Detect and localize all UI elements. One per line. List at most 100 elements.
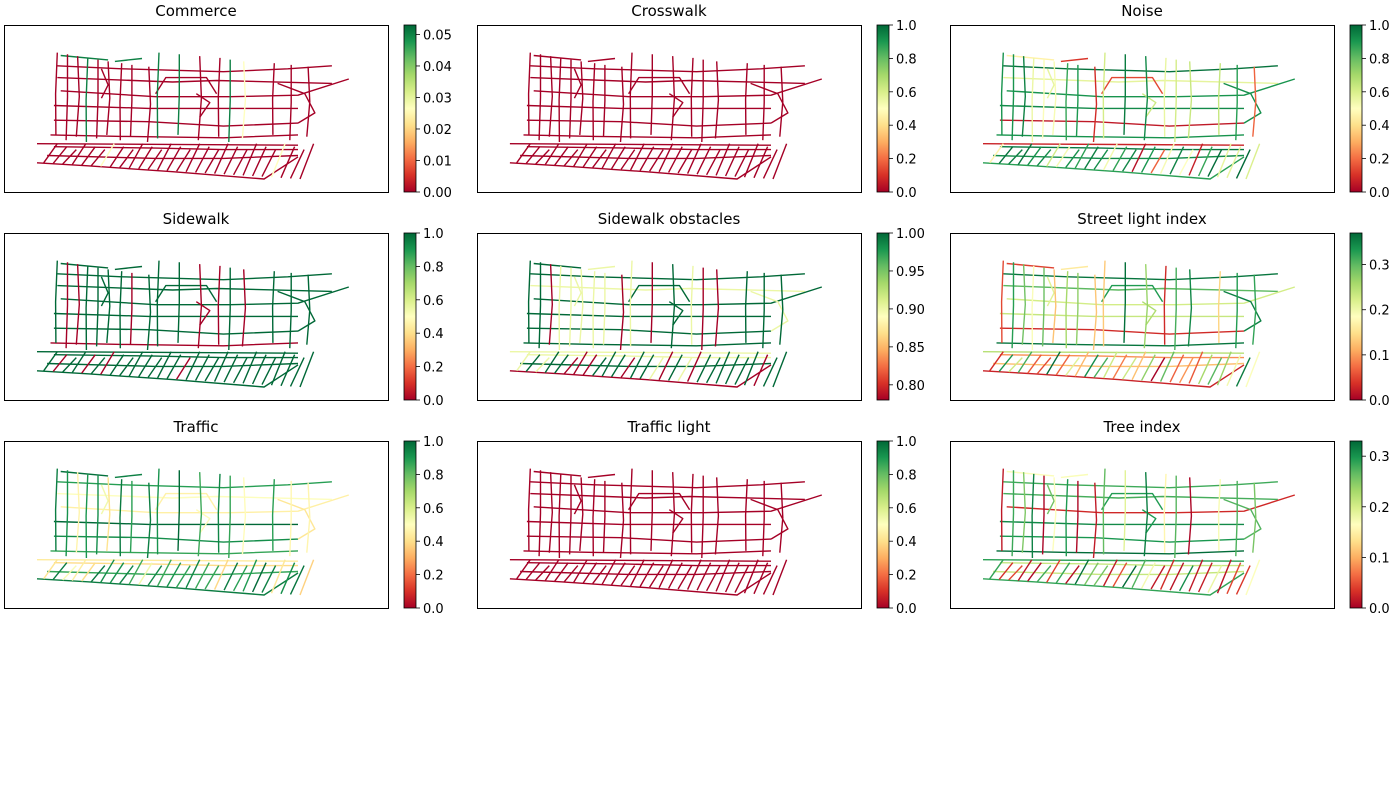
street-segment	[194, 146, 210, 173]
street-segment	[71, 351, 87, 373]
street-segment	[119, 149, 134, 169]
street-segment	[306, 66, 311, 137]
street-segment	[1112, 562, 1128, 587]
street-segment	[1101, 284, 1164, 303]
street-segment	[563, 357, 579, 375]
street-segment	[1041, 267, 1045, 347]
street-segment	[1052, 269, 1057, 343]
panel-title: Sidewalk obstacles	[598, 210, 741, 228]
street-segment	[128, 143, 144, 169]
street-segment	[1123, 262, 1126, 343]
street-segment	[670, 264, 676, 349]
street-segment	[155, 492, 218, 511]
street-segment	[573, 68, 582, 99]
street-segment	[194, 354, 210, 381]
street-segment	[1065, 149, 1080, 169]
street-segment	[75, 472, 80, 553]
street-segment	[289, 357, 305, 387]
street-segment	[568, 475, 572, 555]
colorbar	[403, 440, 417, 609]
street-segment	[667, 354, 683, 381]
street-segment	[155, 284, 218, 303]
street-segment	[289, 149, 305, 179]
street-segment	[568, 59, 572, 139]
street-segment	[1046, 484, 1055, 515]
street-segment	[1252, 274, 1257, 345]
street-segment	[52, 354, 68, 372]
street-segment	[715, 351, 731, 384]
street-segment	[1122, 565, 1137, 588]
street-segment	[982, 351, 1245, 354]
street-segment	[629, 559, 645, 587]
colorbar-tick-label: 0.4	[896, 535, 917, 550]
street-segment	[1003, 273, 1278, 281]
street-segment	[1163, 57, 1167, 137]
street-segment	[1060, 265, 1089, 271]
street-segment	[558, 265, 562, 351]
street-segment	[1216, 559, 1232, 594]
colorbar	[1349, 24, 1363, 193]
street-segment	[677, 357, 693, 382]
street-segment	[100, 351, 115, 375]
colorbar-tick-label: 0.05	[423, 28, 452, 43]
street-segment	[779, 274, 784, 345]
street-segment	[280, 562, 296, 595]
street-segment	[690, 265, 694, 345]
street-segment	[1188, 351, 1204, 384]
street-segment	[1046, 559, 1061, 583]
street-segment	[177, 54, 180, 135]
street-segment	[54, 260, 58, 343]
street-segment	[197, 264, 203, 349]
street-segment	[185, 351, 201, 381]
street-segment	[526, 119, 772, 127]
street-segment	[1226, 562, 1242, 595]
colorbar	[1349, 440, 1363, 609]
street-segment	[232, 565, 248, 592]
street-segment	[85, 265, 89, 351]
street-segment	[762, 480, 765, 557]
street-segment	[573, 559, 588, 583]
colorbar-tick-label: 1.0	[423, 227, 444, 242]
street-segment	[147, 149, 163, 170]
street-segment	[1084, 354, 1099, 378]
street-segment	[114, 57, 143, 63]
street-segment	[1226, 354, 1242, 387]
street-segment	[989, 143, 1004, 164]
street-segment	[57, 481, 332, 489]
street-segment	[734, 149, 750, 177]
street-segment	[1046, 351, 1061, 375]
street-segment	[999, 520, 1244, 526]
street-segment	[1235, 64, 1238, 141]
street-segment	[1003, 76, 1278, 85]
street-segment	[128, 559, 144, 585]
street-segment	[690, 57, 694, 137]
street-segment	[602, 480, 606, 553]
street-segment	[1245, 559, 1261, 596]
panel-street-light-index: Street light index 0.0 0.1 0.2 0.3	[950, 210, 1390, 409]
street-segment	[619, 66, 625, 143]
street-segment	[999, 327, 1245, 335]
street-segment	[538, 262, 542, 349]
street-segment	[762, 64, 765, 141]
colorbar-tick-label: 0.8	[1369, 52, 1390, 67]
street-segment	[289, 480, 292, 557]
street-segment	[670, 472, 676, 557]
street-segment	[535, 357, 550, 373]
street-segment	[176, 565, 191, 588]
street-segment	[998, 562, 1014, 580]
street-segment	[146, 482, 152, 559]
street-segment	[1003, 492, 1278, 501]
street-segment	[176, 149, 191, 172]
street-segment	[114, 473, 143, 479]
street-segment	[573, 351, 588, 375]
street-segment	[1021, 56, 1026, 137]
street-segment	[81, 146, 96, 166]
street-segment	[109, 146, 125, 168]
street-segment	[1207, 357, 1223, 385]
panel-commerce: Commerce 0.00 0.01 0.02 0.03 0.04 0.05	[4, 2, 452, 201]
street-segment	[217, 473, 221, 553]
street-segment	[95, 475, 99, 555]
panel-title: Traffic	[172, 418, 218, 436]
street-segment	[724, 562, 740, 593]
street-segment	[619, 482, 625, 559]
